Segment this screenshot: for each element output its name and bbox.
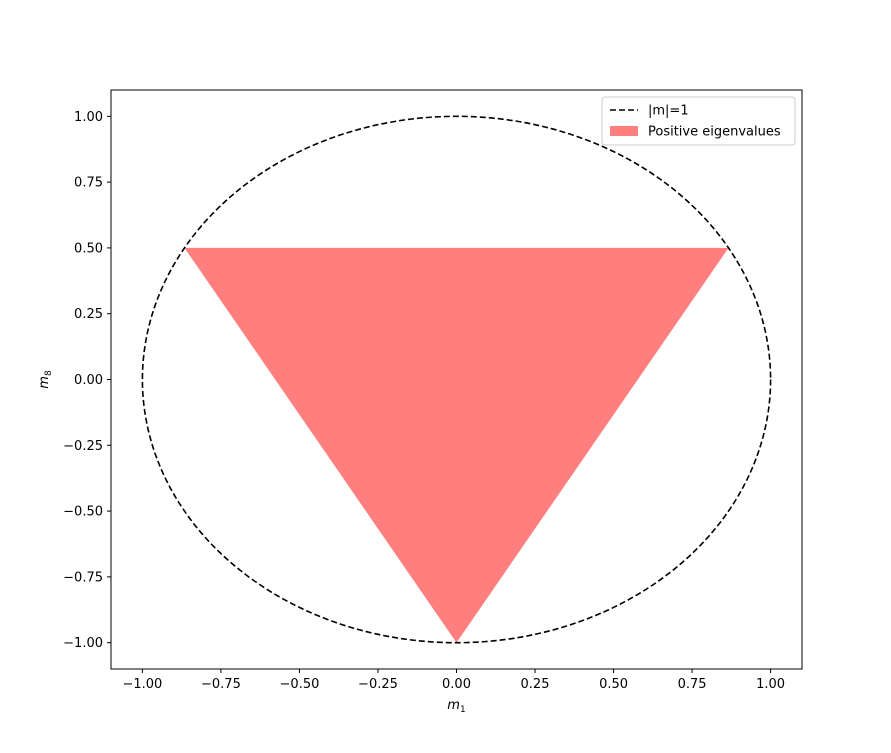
legend-entry-label: Positive eigenvalues — [648, 125, 781, 140]
legend: |m|=1 Positive eigenvalues — [601, 96, 796, 146]
y-tick-label: 0.50 — [74, 241, 103, 256]
y-tick-label: 0.75 — [74, 176, 103, 191]
y-tick-label: −0.25 — [63, 439, 103, 454]
x-tick-label: 1.00 — [756, 677, 785, 692]
positive-eigenvalues-region — [184, 247, 729, 643]
y-tick-label: −0.50 — [63, 505, 103, 520]
y-axis-label: m8 — [37, 370, 54, 389]
x-tick-label: −0.50 — [280, 677, 320, 692]
x-tick-label: −0.75 — [201, 677, 241, 692]
unit-circle-line — [141, 115, 772, 644]
y-tick-label: 0.25 — [74, 307, 103, 322]
x-tick-label: −1.00 — [122, 677, 162, 692]
x-axis-label: m1 — [447, 698, 465, 715]
x-tick-label: −0.25 — [358, 677, 398, 692]
y-tick-label: 0.00 — [74, 373, 103, 388]
x-axis: −1.00 −0.75 −0.50 −0.25 0.00 0.25 0.50 0.75 1.00 — [122, 669, 785, 692]
y-tick-label: −0.75 — [63, 570, 103, 585]
x-tick-label: 0.75 — [678, 677, 707, 692]
legend-entry-label: |m|=1 — [648, 104, 689, 119]
x-tick-label: 0.00 — [442, 677, 471, 692]
y-axis: 1.00 0.75 0.50 0.25 0.00 −0.25 −0.50 −0.75 −1.00 — [63, 110, 111, 651]
legend-fill-swatch — [610, 126, 638, 136]
x-tick-label: 0.25 — [521, 677, 550, 692]
y-tick-label: 1.00 — [74, 110, 103, 125]
y-tick-label: −1.00 — [63, 636, 103, 651]
x-tick-label: 0.50 — [599, 677, 628, 692]
plot-area — [141, 115, 772, 644]
legend-box — [601, 96, 796, 146]
